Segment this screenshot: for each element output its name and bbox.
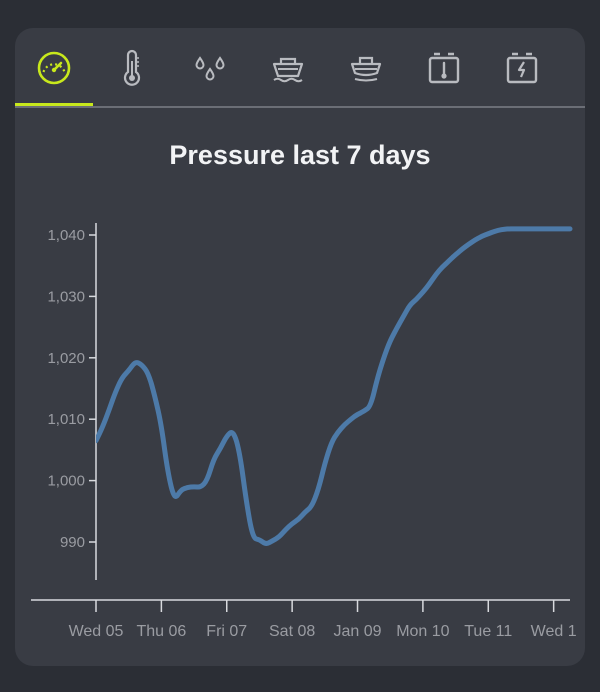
tab-battery-thermometer[interactable] <box>405 28 483 108</box>
tab-thermometer[interactable] <box>93 28 171 108</box>
y-tick-label: 1,030 <box>47 288 85 305</box>
x-tick-label: Mon 10 <box>396 623 449 640</box>
x-tick-label: Sat 08 <box>269 623 315 640</box>
thermometer-icon <box>117 49 147 87</box>
x-tick-label: Fri 07 <box>206 623 247 640</box>
x-tick-label: Jan 09 <box>333 623 381 640</box>
battery-charge-icon <box>503 49 541 87</box>
y-tick-label: 1,020 <box>47 350 85 367</box>
pressure-series-line <box>96 226 573 546</box>
pressure-line-chart: 990 1,000 1,010 1,020 1,030 1,040 Wed 05 Thu 06… <box>31 223 577 640</box>
active-tab-indicator <box>15 103 93 108</box>
y-tick-label: 1,010 <box>47 411 85 428</box>
y-tick-label: 990 <box>60 534 85 551</box>
tab-divider <box>15 106 585 108</box>
sensor-tab-bar <box>15 28 585 108</box>
battery-thermometer-icon <box>425 49 463 87</box>
tab-boat-hull[interactable] <box>327 28 405 108</box>
gauge-icon <box>35 49 73 87</box>
x-tick-label: Tue 11 <box>464 623 512 640</box>
tab-boat[interactable] <box>249 28 327 108</box>
y-tick-label: 1,000 <box>47 473 85 490</box>
boat-hull-icon <box>347 49 385 87</box>
boat-icon <box>269 49 307 87</box>
tab-droplets[interactable] <box>171 28 249 108</box>
x-tick-label: Thu 06 <box>136 623 186 640</box>
pressure-card: Pressure last 7 days 990 1,000 1,010 1,020 1… <box>15 28 585 666</box>
y-tick-label: 1,040 <box>47 227 85 244</box>
x-tick-label: Wed 05 <box>69 623 124 640</box>
tab-battery-charge[interactable] <box>483 28 561 108</box>
tab-gauge[interactable] <box>15 28 93 108</box>
chart-title: Pressure last 7 days <box>169 140 431 170</box>
droplets-icon <box>191 49 229 87</box>
x-tick-label: Wed 1 <box>531 623 577 640</box>
